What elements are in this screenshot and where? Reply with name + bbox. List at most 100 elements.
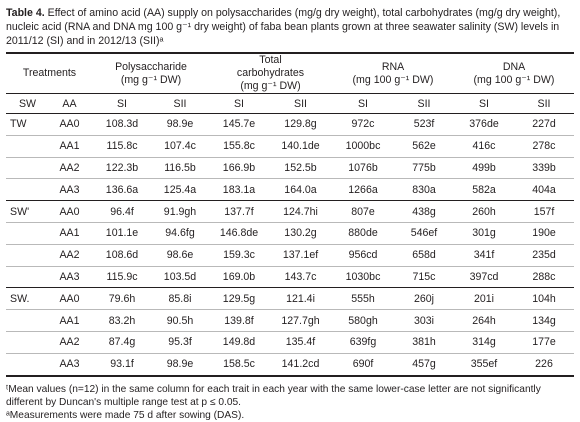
table-row: SW' AA0 96.4f 91.9gh 137.7f 124.7hi 807e 438g 26… xyxy=(6,200,574,223)
cell-poly-sii: 85.8i xyxy=(151,287,209,310)
subheader-dna-si: SI xyxy=(454,93,514,114)
cell-rna-sii: 830a xyxy=(394,178,454,201)
cell-carb-si: 183.1a xyxy=(209,178,269,201)
table-row: AA2 87.4g 95.3f 149.8d 135.4f 639fg 381h 314g 17… xyxy=(6,330,574,354)
cell-rna-sii: 658d xyxy=(394,243,454,267)
cell-rna-si: 580gh xyxy=(332,309,394,332)
header-polysaccharide: Polysaccharide (mg g⁻¹ DW) xyxy=(93,54,209,94)
cell-poly-sii: 98.6e xyxy=(151,243,209,267)
cell-rna-si: 690f xyxy=(332,352,394,375)
cell-poly-sii: 90.5h xyxy=(151,309,209,332)
cell-rna-sii: 381h xyxy=(394,330,454,354)
cell-dna-sii: 177e xyxy=(514,330,574,354)
cell-rna-si: 555h xyxy=(332,287,394,310)
subheader-rna-si: SI xyxy=(332,93,394,114)
cell-carb-si: 129.5g xyxy=(209,287,269,310)
cell-aa: AA2 xyxy=(46,330,93,354)
cell-rna-si: 639fg xyxy=(332,330,394,354)
cell-poly-si: 83.2h xyxy=(93,309,151,332)
cell-rna-sii: 562e xyxy=(394,134,454,158)
cell-aa: AA2 xyxy=(46,156,93,179)
cell-dna-si: 355ef xyxy=(454,352,514,375)
cell-poly-sii: 91.9gh xyxy=(151,200,209,223)
table-body: TW AA0 108.3d 98.9e 145.7e 129.8g 972c 523f 376d… xyxy=(6,114,574,375)
cell-rna-sii: 260j xyxy=(394,287,454,310)
header-total-carbohydrates: Total carbohydrates (mg g⁻¹ DW) xyxy=(209,54,332,94)
cell-poly-si: 115.8c xyxy=(93,134,151,158)
cell-rna-si: 1030bc xyxy=(332,265,394,288)
footnote-das: ᵃMeasurements were made 75 d after sowin… xyxy=(6,409,245,421)
cell-poly-si: 93.1f xyxy=(93,352,151,375)
cell-sw xyxy=(6,330,46,354)
cell-sw xyxy=(6,134,46,158)
header-dna: DNA (mg 100 g⁻¹ DW) xyxy=(454,54,574,94)
cell-carb-sii: 121.4i xyxy=(269,287,332,310)
cell-aa: AA0 xyxy=(59,118,80,131)
cell-aa: AA0 xyxy=(46,287,93,310)
cell-dna-si: 499b xyxy=(454,156,514,179)
cell-poly-sii: 116.5b xyxy=(151,156,209,179)
cell-aa: AA1 xyxy=(46,134,93,158)
cell-dna-si: 397cd xyxy=(454,265,514,288)
subheader-poly-si: SI xyxy=(93,93,151,114)
table-row: AA1 115.8c 107.4c 155.8c 140.1de 1000bc 562e 41… xyxy=(6,134,574,158)
cell-carb-sii: 127.7gh xyxy=(269,309,332,332)
cell-rna-si: 956cd xyxy=(332,243,394,267)
cell-rna-sii: 303i xyxy=(394,309,454,332)
cell-carb-si: 137.7f xyxy=(209,200,269,223)
cell-carb-sii: 141.2cd xyxy=(269,352,332,375)
footnote-significance: ᵗMean values (n=12) in the same column f… xyxy=(6,383,541,408)
table-row: AA1 101.1e 94.6fg 146.8de 130.2g 880de 546ef 30… xyxy=(6,221,574,245)
cell-dna-sii: 339b xyxy=(514,156,574,179)
cell-carb-si: 155.8c xyxy=(209,134,269,158)
header-polysaccharide-name: Polysaccharide xyxy=(115,60,187,73)
cell-dna-si: 264h xyxy=(454,309,514,332)
cell-carb-si: 139.8f xyxy=(209,309,269,332)
cell-sw: SW. xyxy=(6,287,46,310)
cell-poly-sii: 98.9e xyxy=(166,118,194,131)
cell-carb-sii: 135.4f xyxy=(269,330,332,354)
table-caption: Table 4. Effect of amino acid (AA) suppl… xyxy=(6,6,574,48)
cell-poly-si: 79.6h xyxy=(93,287,151,310)
cell-sw xyxy=(6,156,46,179)
cell-dna-sii: 404a xyxy=(514,178,574,201)
cell-poly-sii: 103.5d xyxy=(151,265,209,288)
cell-aa: AA1 xyxy=(46,221,93,245)
cell-aa: AA3 xyxy=(46,178,93,201)
cell-poly-sii: 125.4a xyxy=(151,178,209,201)
table-row: AA3 136.6a 125.4a 183.1a 164.0a 1266a 830a 582a… xyxy=(6,178,574,201)
cell-dna-sii: 288c xyxy=(514,265,574,288)
cell-rna-sii: 457g xyxy=(394,352,454,375)
cell-rna-sii: 715c xyxy=(394,265,454,288)
cell-carb-sii: 143.7c xyxy=(269,265,332,288)
cell-sw xyxy=(6,265,46,288)
cell-rna-sii: 775b xyxy=(394,156,454,179)
cell-dna-sii: 190e xyxy=(514,221,574,245)
cell-rna-si: 807e xyxy=(332,200,394,223)
cell-poly-si: 115.9c xyxy=(93,265,151,288)
cell-poly-si: 96.4f xyxy=(93,200,151,223)
header-total-carbohydrates-line1: Total xyxy=(259,54,282,66)
cell-carb-sii: 140.1de xyxy=(269,134,332,158)
cell-dna-sii: 104h xyxy=(514,287,574,310)
footnotes: ᵗMean values (n=12) in the same column f… xyxy=(6,383,574,422)
table-row: AA1 83.2h 90.5h 139.8f 127.7gh 580gh 303i 264h 1… xyxy=(6,309,574,332)
cell-dna-sii: 134g xyxy=(514,309,574,332)
header-total-carbohydrates-line2: carbohydrates xyxy=(236,67,305,79)
cell-sw xyxy=(6,309,46,332)
cell-dna-si: 314g xyxy=(454,330,514,354)
table-caption-text: Effect of amino acid (AA) supply on poly… xyxy=(6,7,561,47)
cell-carb-sii: 137.1ef xyxy=(269,243,332,267)
subheader-carb-si: SI xyxy=(209,93,269,114)
cell-dna-sii: 278c xyxy=(514,134,574,158)
cell-poly-sii: 98.9e xyxy=(151,352,209,375)
table-number: Table 4. xyxy=(6,7,45,19)
cell-rna-si: 1000bc xyxy=(332,134,394,158)
table-bottom-rule xyxy=(6,374,574,377)
header-dna-unit: (mg 100 g⁻¹ DW) xyxy=(473,73,555,86)
cell-aa: AA0 xyxy=(46,200,93,223)
header-rna-name: RNA xyxy=(381,60,405,73)
header-rna: RNA (mg 100 g⁻¹ DW) xyxy=(332,54,454,94)
subheader-carb-sii: SII xyxy=(269,93,332,114)
cell-rna-sii: 546ef xyxy=(394,221,454,245)
